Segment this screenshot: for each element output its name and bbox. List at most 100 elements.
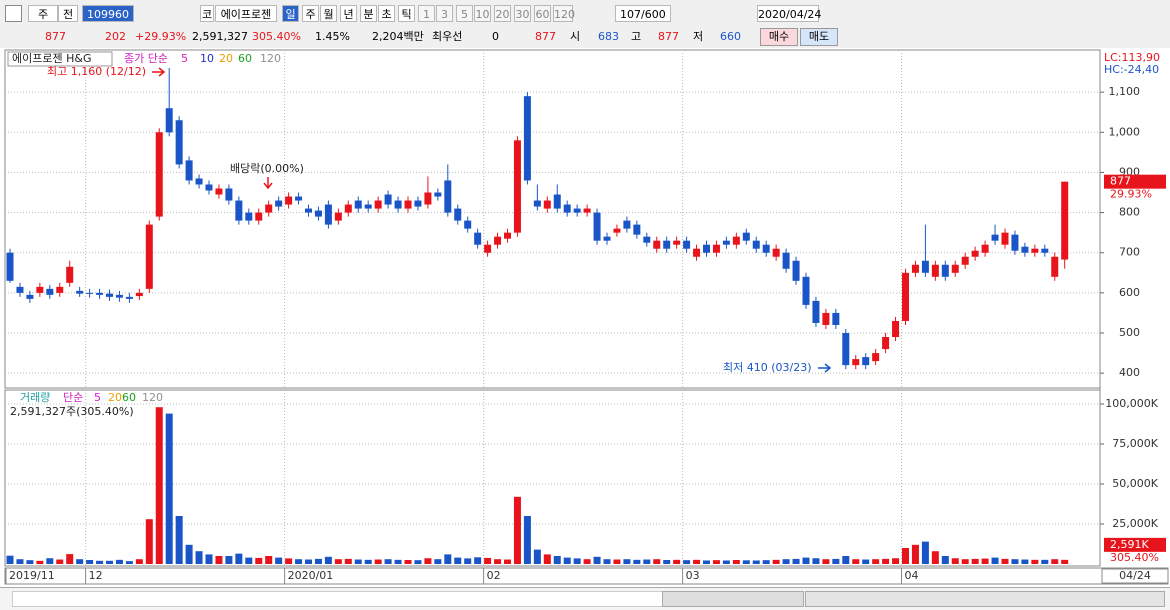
y-tick-label: 50,000K: [1112, 477, 1158, 490]
candle-body: [603, 236, 611, 241]
candle-body: [673, 240, 681, 245]
toolbar-item[interactable]: 코: [200, 5, 214, 22]
toolbar-item[interactable]: 주: [302, 5, 319, 22]
last-price-box: [1104, 174, 1166, 189]
volume-bar: [464, 558, 472, 564]
volume-ratio-label: 305.40%: [1110, 551, 1159, 564]
toolbar-item[interactable]: 틱: [398, 5, 415, 22]
toolbar-item[interactable]: 월: [320, 5, 337, 22]
volume-bar: [673, 559, 681, 564]
candle-body: [991, 234, 999, 241]
volume-bar: [573, 558, 581, 564]
toolbar-item[interactable]: 5: [456, 5, 473, 22]
volume-bar: [324, 556, 332, 564]
x-tick-label: 2020/01: [288, 569, 334, 582]
toolbar-item[interactable]: /600: [641, 5, 671, 22]
volume-bar: [742, 560, 750, 564]
toolbar-item[interactable]: 60: [534, 5, 551, 22]
toolbar-item[interactable]: 120: [553, 5, 575, 22]
volume-bar: [822, 559, 830, 564]
volume-bar: [1051, 559, 1059, 564]
x-tick-label: 04/24: [1119, 569, 1151, 582]
toolbar-item[interactable]: 109960: [82, 5, 134, 22]
volume-bar: [344, 558, 352, 564]
candle-body: [86, 292, 94, 294]
candle-body: [56, 286, 64, 293]
annotation-arrow: [263, 177, 273, 190]
order-button[interactable]: 매도: [800, 28, 838, 46]
candle-body: [305, 208, 312, 213]
toolbar-item[interactable]: 년: [340, 5, 357, 22]
candle-body: [484, 244, 492, 253]
scroll-thumb[interactable]: [662, 591, 804, 607]
volume-bar: [46, 558, 54, 564]
toolbar-item[interactable]: 일: [282, 5, 299, 22]
chart-icon[interactable]: [5, 5, 22, 22]
volume-bar: [474, 557, 482, 564]
volume-bar: [404, 560, 412, 564]
scroll-track[interactable]: [12, 591, 664, 607]
candle-body: [892, 320, 900, 338]
toolbar-item[interactable]: 초: [378, 5, 395, 22]
candle-body: [255, 212, 263, 221]
quote-item: 683: [598, 30, 619, 43]
candle-body: [155, 132, 163, 217]
volume-bar: [523, 516, 531, 564]
toolbar-item[interactable]: 20: [494, 5, 511, 22]
x-tick-label: 04: [905, 569, 919, 582]
toolbar-item[interactable]: 30: [514, 5, 531, 22]
candle-body: [265, 204, 273, 213]
volume-bar: [205, 554, 213, 564]
candle-body: [125, 296, 133, 299]
toolbar-item[interactable]: 주: [28, 5, 58, 22]
toolbar-item[interactable]: 전: [58, 5, 78, 22]
annotation: 최고 1,160 (12/12): [47, 65, 146, 78]
candle-body: [653, 240, 661, 249]
candle-body: [722, 240, 730, 245]
candle-body: [394, 200, 402, 209]
volume-bar: [414, 560, 422, 564]
candle-body: [414, 200, 422, 207]
toolbar-item[interactable]: 에이프로젠: [215, 5, 277, 22]
annotation-arrow: [818, 363, 832, 373]
quote-item: 고: [631, 30, 642, 43]
volume-bar: [613, 559, 621, 564]
toolbar-item[interactable]: 10: [474, 5, 491, 22]
legend-label: 단순: [63, 391, 83, 404]
candle-body: [334, 212, 342, 221]
candle-body: [732, 236, 740, 245]
candle-body: [693, 248, 701, 257]
candle-body: [563, 204, 571, 213]
candle-body: [285, 196, 293, 205]
candle-body: [802, 276, 810, 305]
hc-label: HC:-24,40: [1104, 63, 1159, 76]
toolbar-item[interactable]: 분: [360, 5, 377, 22]
candle-body: [822, 312, 830, 325]
candle-body: [6, 252, 14, 281]
volume-bar: [911, 544, 919, 564]
candle-body: [195, 178, 203, 185]
candle-body: [225, 188, 233, 201]
volume-bar: [195, 551, 203, 564]
legend-period: 120: [260, 52, 281, 65]
candle-body: [215, 188, 223, 195]
toolbar-item[interactable]: 107: [615, 5, 641, 22]
quote-item: 저: [693, 30, 704, 43]
toolbar-item[interactable]: 3: [436, 5, 453, 22]
scroll-controls[interactable]: [805, 591, 1165, 607]
volume-bar: [712, 560, 720, 564]
candle-body: [772, 248, 780, 257]
toolbar-item[interactable]: 1: [418, 5, 435, 22]
volume-bar: [693, 559, 701, 564]
candle-body: [703, 244, 710, 253]
y-tick-label: 75,000K: [1112, 437, 1158, 450]
order-button[interactable]: 매수: [760, 28, 798, 46]
volume-bar: [275, 557, 283, 564]
candle-body: [1051, 256, 1059, 277]
volume-bar: [175, 516, 183, 564]
toolbar-item[interactable]: 2020/04/24: [757, 5, 821, 22]
candle-body: [26, 294, 34, 299]
candle-body: [961, 256, 969, 265]
candle-body: [593, 212, 601, 241]
y-tick-label: 500: [1119, 326, 1140, 339]
